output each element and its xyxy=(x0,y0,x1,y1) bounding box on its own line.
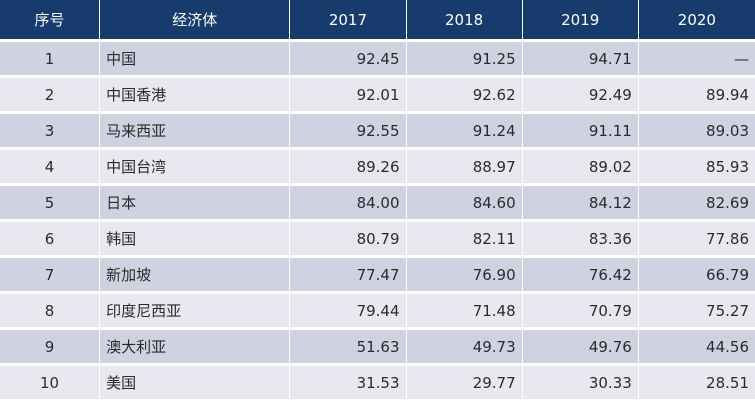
cell-2020: 75.27 xyxy=(638,291,755,327)
cell-2017: 77.47 xyxy=(290,255,407,291)
cell-2017: 51.63 xyxy=(290,327,407,363)
cell-2017: 31.53 xyxy=(290,363,407,399)
cell-index: 1 xyxy=(0,39,101,75)
cell-2020: 66.79 xyxy=(638,255,755,291)
cell-2019: 76.42 xyxy=(522,255,639,291)
table-row: 1 中国 92.45 91.25 94.71— xyxy=(0,39,755,75)
cell-economy: 美国 xyxy=(100,363,291,399)
cell-2018: 88.97 xyxy=(406,147,523,183)
cell-2018: 82.11 xyxy=(406,219,523,255)
cell-2020: 77.86 xyxy=(638,219,755,255)
cell-2020: 85.93 xyxy=(638,147,755,183)
table-row: 2 中国香港 92.01 92.62 92.49 89.94 xyxy=(0,75,755,111)
table-body: 1 中国 92.45 91.25 94.71—2 中国香港 92.01 92.62 92.49 8… xyxy=(0,39,755,399)
cell-2019: 89.02 xyxy=(522,147,639,183)
cell-economy: 印度尼西亚 xyxy=(100,291,291,327)
header-row: 序号 经济体 2017 2018 2019 2020 xyxy=(0,0,755,39)
cell-index: 5 xyxy=(0,183,101,219)
cell-2020: 44.56 xyxy=(638,327,755,363)
cell-2017: 92.55 xyxy=(290,111,407,147)
cell-economy: 韩国 xyxy=(100,219,291,255)
cell-2018: 29.77 xyxy=(406,363,523,399)
cell-economy: 中国台湾 xyxy=(100,147,291,183)
cell-2020: 28.51 xyxy=(638,363,755,399)
table-row: 6 韩国 80.79 82.11 83.36 77.86 xyxy=(0,219,755,255)
cell-2017: 80.79 xyxy=(290,219,407,255)
cell-index: 8 xyxy=(0,291,101,327)
cell-economy: 澳大利亚 xyxy=(100,327,291,363)
table-row: 3 马来西亚 92.55 91.24 91.11 89.03 xyxy=(0,111,755,147)
cell-2020: 82.69 xyxy=(638,183,755,219)
table-row: 7 新加坡 77.47 76.90 76.42 66.79 xyxy=(0,255,755,291)
cell-2018: 91.24 xyxy=(406,111,523,147)
cell-2019: 94.71 xyxy=(522,39,639,75)
cell-2018: 84.60 xyxy=(406,183,523,219)
cell-2018: 49.73 xyxy=(406,327,523,363)
cell-2019: 49.76 xyxy=(522,327,639,363)
cell-economy: 日本 xyxy=(100,183,291,219)
cell-index: 9 xyxy=(0,327,101,363)
cell-2019: 83.36 xyxy=(522,219,639,255)
cell-economy: 中国 xyxy=(100,39,291,75)
header-2017: 2017 xyxy=(290,0,407,39)
cell-index: 7 xyxy=(0,255,101,291)
cell-2017: 92.45 xyxy=(290,39,407,75)
header-index: 序号 xyxy=(0,0,101,39)
cell-2019: 70.79 xyxy=(522,291,639,327)
cell-2017: 79.44 xyxy=(290,291,407,327)
cell-2019: 30.33 xyxy=(522,363,639,399)
cell-2019: 91.11 xyxy=(522,111,639,147)
cell-economy: 中国香港 xyxy=(100,75,291,111)
header-economy: 经济体 xyxy=(100,0,291,39)
cell-2020: 89.94 xyxy=(638,75,755,111)
cell-2018: 76.90 xyxy=(406,255,523,291)
cell-economy: 马来西亚 xyxy=(100,111,291,147)
table-row: 10 美国 31.53 29.77 30.33 28.51 xyxy=(0,363,755,399)
table-row: 4 中国台湾 89.26 88.97 89.02 85.93 xyxy=(0,147,755,183)
header-2019: 2019 xyxy=(522,0,639,39)
cell-index: 3 xyxy=(0,111,101,147)
cell-index: 4 xyxy=(0,147,101,183)
cell-2019: 92.49 xyxy=(522,75,639,111)
header-2020: 2020 xyxy=(638,0,755,39)
table-header: 序号 经济体 2017 2018 2019 2020 xyxy=(0,0,755,39)
table-row: 8 印度尼西亚 79.44 71.48 70.79 75.27 xyxy=(0,291,755,327)
cell-2017: 89.26 xyxy=(290,147,407,183)
cell-2020: 89.03 xyxy=(638,111,755,147)
table-row: 9 澳大利亚 51.63 49.73 49.76 44.56 xyxy=(0,327,755,363)
cell-economy: 新加坡 xyxy=(100,255,291,291)
cell-index: 10 xyxy=(0,363,101,399)
cell-2017: 92.01 xyxy=(290,75,407,111)
cell-2018: 91.25 xyxy=(406,39,523,75)
cell-index: 2 xyxy=(0,75,101,111)
cell-index: 6 xyxy=(0,219,101,255)
cell-2017: 84.00 xyxy=(290,183,407,219)
cell-2018: 71.48 xyxy=(406,291,523,327)
table-row: 5 日本 84.00 84.60 84.12 82.69 xyxy=(0,183,755,219)
cell-2019: 84.12 xyxy=(522,183,639,219)
header-2018: 2018 xyxy=(406,0,523,39)
cell-2020: — xyxy=(638,39,755,75)
cell-2018: 92.62 xyxy=(406,75,523,111)
